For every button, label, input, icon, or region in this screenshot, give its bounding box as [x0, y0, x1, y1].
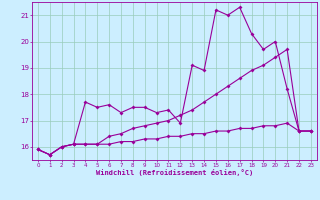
X-axis label: Windchill (Refroidissement éolien,°C): Windchill (Refroidissement éolien,°C) [96, 169, 253, 176]
